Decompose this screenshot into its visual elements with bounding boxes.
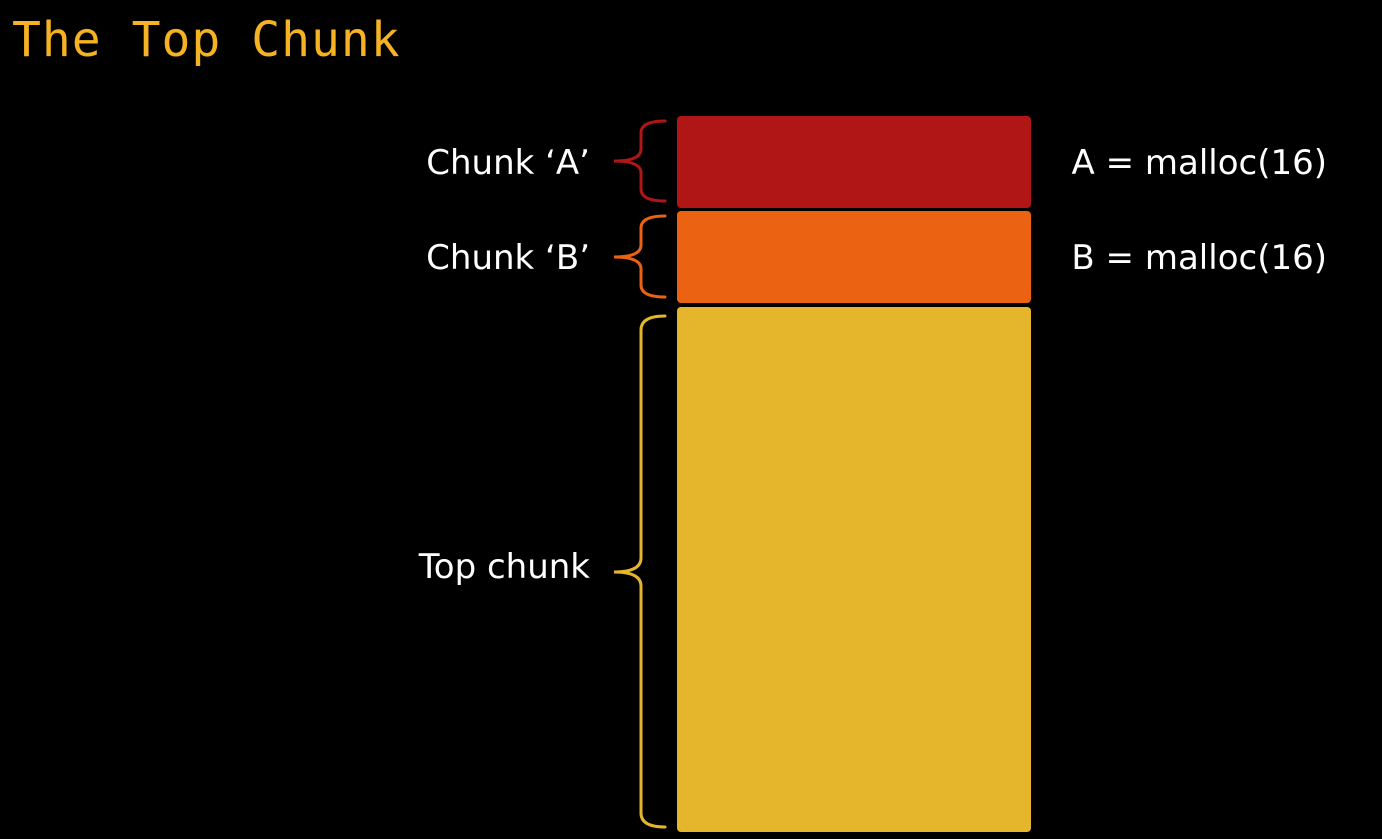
top-chunk-block	[677, 307, 1031, 832]
chunk-b-label: Chunk ‘B’	[426, 238, 590, 278]
top-chunk-brace-icon	[613, 314, 667, 829]
chunk-a-block	[677, 116, 1031, 208]
chunk-a-brace-icon	[613, 119, 667, 203]
top-chunk-label: Top chunk	[418, 547, 590, 587]
chunk-b-brace-icon	[613, 214, 667, 299]
chunk-b-malloc-code: B = malloc(16)	[1071, 238, 1327, 278]
chunk-a-label: Chunk ‘A’	[426, 143, 590, 183]
chunk-a-malloc-code: A = malloc(16)	[1071, 143, 1328, 183]
slide-title: The Top Chunk	[12, 12, 401, 68]
chunk-b-block	[677, 211, 1031, 303]
